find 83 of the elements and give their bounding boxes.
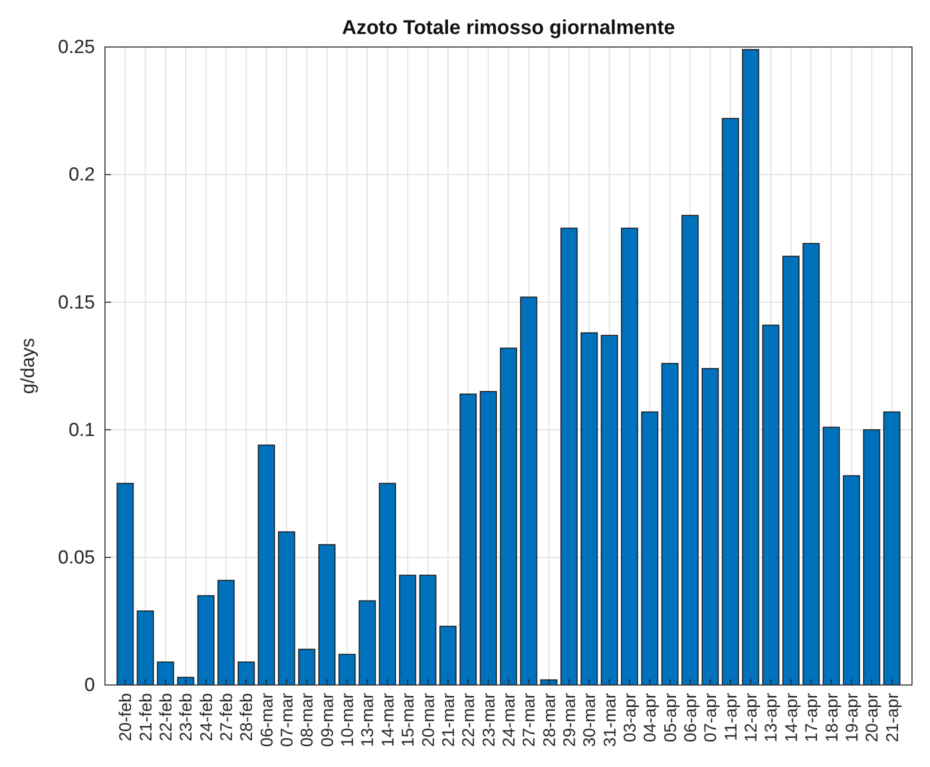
y-tick-label: 0 <box>84 675 95 696</box>
x-tick-label: 13-apr <box>762 692 781 742</box>
x-tick-label: 23-mar <box>479 692 498 747</box>
x-tick-label: 06-mar <box>257 692 276 747</box>
x-tick-label: 03-apr <box>620 692 640 742</box>
x-tick-label: 27-feb <box>217 693 236 742</box>
bar <box>702 368 719 686</box>
x-tick-label: 17-apr <box>802 692 822 742</box>
x-tick-label: 08-mar <box>298 692 317 747</box>
x-tick-label: 09-mar <box>318 692 337 747</box>
x-tick-label: 29-mar <box>560 692 579 747</box>
x-tick-label: 07-apr <box>701 692 720 742</box>
x-tick-label: 10-mar <box>338 692 358 747</box>
x-tick-label: 23-feb <box>176 693 196 742</box>
x-tick-label: 12-apr <box>742 692 761 742</box>
bar <box>278 531 296 686</box>
bar <box>641 411 658 686</box>
x-tick-label: 21-feb <box>136 693 156 742</box>
bar <box>419 574 436 686</box>
bar <box>520 296 538 686</box>
bar <box>258 444 275 686</box>
x-tick-label: 24-mar <box>499 692 518 747</box>
x-tick-label: 20-mar <box>418 692 438 747</box>
x-tick-label: 18-apr <box>822 692 842 742</box>
x-tick-label: 30-mar <box>580 692 600 747</box>
bar <box>358 600 376 686</box>
bar <box>136 610 154 686</box>
x-tick-label: 13-mar <box>358 692 378 747</box>
x-tick-label: 04-apr <box>640 692 660 742</box>
bar <box>661 362 678 686</box>
bar <box>560 228 578 686</box>
x-tick-label: 24-feb <box>196 693 216 742</box>
bar <box>217 580 235 686</box>
bar <box>580 332 598 686</box>
bar <box>238 662 255 686</box>
x-tick-label: 31-mar <box>600 692 620 747</box>
x-tick-label: 22-feb <box>156 693 176 742</box>
x-tick-label: 05-apr <box>660 692 680 742</box>
bar <box>620 228 638 686</box>
x-tick-label: 21-mar <box>438 692 458 747</box>
x-tick-label: 14-mar <box>378 692 398 747</box>
x-tick-label: 14-apr <box>782 692 801 742</box>
bar <box>338 654 356 686</box>
y-tick-label: 0.2 <box>68 164 95 186</box>
bar <box>378 482 396 686</box>
x-tick-label: 27-mar <box>520 692 539 747</box>
x-tick-label: 19-apr <box>842 692 862 742</box>
bar <box>439 626 457 686</box>
chart-title: Azoto Totale rimosso giornalmente <box>342 17 675 39</box>
bar <box>460 394 477 686</box>
bar <box>600 334 618 686</box>
x-tick-label: 20-apr <box>862 692 882 742</box>
x-tick-label: 11-apr <box>721 692 740 741</box>
x-tick-label: 07-mar <box>278 692 297 747</box>
bar <box>842 475 860 686</box>
bar <box>156 662 174 686</box>
y-axis-title: g/days <box>18 338 39 394</box>
x-tick-label: 22-mar <box>459 692 478 747</box>
bar <box>116 482 134 686</box>
bar <box>883 411 900 686</box>
bar <box>762 324 780 686</box>
bar <box>318 544 336 686</box>
bar <box>802 243 820 686</box>
bar <box>399 574 416 686</box>
x-tick-label: 15-mar <box>398 692 418 747</box>
bar <box>197 595 214 686</box>
bar <box>500 348 518 686</box>
x-tick-label: 28-feb <box>237 693 256 742</box>
x-tick-label: 06-apr <box>681 692 700 742</box>
bar <box>722 118 739 686</box>
bar <box>682 214 699 686</box>
y-tick-label: 0.25 <box>58 37 95 58</box>
y-tick-label: 0.05 <box>58 547 95 568</box>
y-tick-label: 0.15 <box>58 292 95 314</box>
y-tick-label: 0.1 <box>68 420 95 441</box>
x-tick-label: 28-mar <box>540 692 559 747</box>
bar <box>863 429 880 686</box>
x-tick-label: 21-apr <box>882 692 902 742</box>
bar <box>822 426 840 686</box>
bar <box>298 648 316 686</box>
bar <box>782 256 800 686</box>
x-tick-label: 20-feb <box>116 693 136 742</box>
bar <box>480 391 497 686</box>
